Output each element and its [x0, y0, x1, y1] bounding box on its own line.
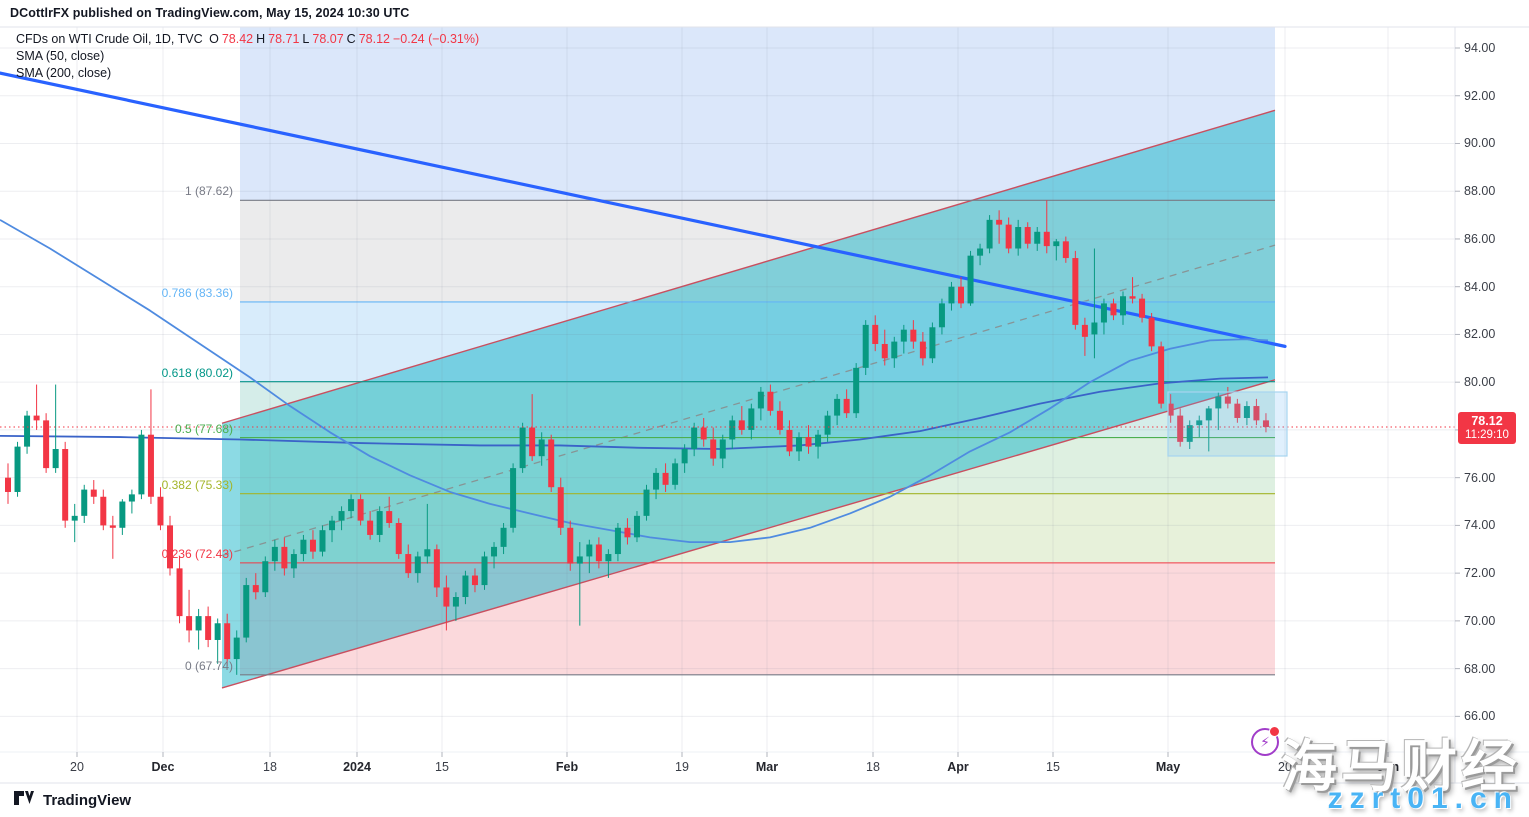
- price-axis-label: 92.00: [1464, 88, 1496, 103]
- time-axis-label: Mar: [755, 760, 779, 774]
- price-axis-label: 84.00: [1464, 279, 1496, 294]
- chart-legend[interactable]: CFDs on WTI Crude Oil, 1D, TVC O 78.42 H 78…: [16, 31, 479, 82]
- fib-level-label: 1 (87.62): [184, 184, 233, 199]
- price-axis-label: 68.00: [1464, 661, 1496, 676]
- price-axis-label: 88.00: [1464, 184, 1496, 199]
- symbol-title[interactable]: CFDs on WTI Crude Oil, 1D, TVC: [16, 32, 203, 46]
- notification-dot: [1269, 726, 1280, 737]
- price-axis-label: 74.00: [1464, 518, 1496, 533]
- fib-level-label: 0 (67.74): [184, 658, 233, 673]
- publish-attribution: DCottlrFX published on TradingView.com, …: [10, 6, 410, 20]
- time-axis-label: 18: [263, 760, 277, 774]
- change-value: −0.24 (−0.31%): [392, 32, 480, 46]
- tradingview-mark-icon: [14, 791, 34, 805]
- price-axis-label: 94.00: [1464, 41, 1496, 55]
- price-axis-label: 80.00: [1464, 375, 1496, 390]
- fib-level-label: 0.786 (83.36): [161, 285, 233, 300]
- time-axis-label: 15: [1046, 760, 1060, 774]
- last-price: 78.12: [1471, 414, 1503, 429]
- last-price-badge: 78.12 11:29:10: [1458, 412, 1516, 445]
- time-axis-label: Apr: [947, 760, 969, 774]
- boost-button[interactable]: ⚡: [1251, 726, 1280, 756]
- price-axis-label: 82.00: [1464, 327, 1496, 342]
- price-axis-label: 70.00: [1464, 613, 1496, 628]
- ohlc-values: O 78.42 H 78.71 L 78.07 C 78.12 −0.24 (−0.31%): [209, 32, 480, 46]
- time-axis-label: 18: [866, 760, 880, 774]
- price-axis-label: 76.00: [1464, 470, 1496, 485]
- fib-level-label: 0.382 (75.33): [161, 477, 233, 492]
- tradingview-logo[interactable]: TradingView: [14, 791, 131, 809]
- time-axis-label: 20: [70, 760, 84, 774]
- time-axis-label: May: [1155, 760, 1181, 774]
- price-axis-label: 90.00: [1464, 136, 1496, 151]
- price-axis-label: 86.00: [1464, 231, 1496, 246]
- symbol-row[interactable]: CFDs on WTI Crude Oil, 1D, TVC O 78.42 H 78…: [16, 31, 479, 48]
- time-axis-label: 20: [1278, 760, 1292, 774]
- countdown-timer: 11:29:10: [1465, 429, 1509, 442]
- time-axis-label: Feb: [555, 760, 579, 774]
- price-axis-label: 72.00: [1464, 566, 1496, 581]
- fib-level-label: 0.5 (77.68): [174, 421, 233, 436]
- time-axis-label: 15: [435, 760, 449, 774]
- watermark-site: zzrt01.cn: [1327, 782, 1519, 815]
- indicator-row-sma50[interactable]: SMA (50, close): [16, 49, 105, 63]
- time-axis-label: 19: [675, 760, 689, 774]
- fib-level-label: 0.236 (72.43): [161, 546, 233, 561]
- time-axis-label: 2024: [343, 760, 371, 774]
- time-axis-label: Dec: [151, 760, 175, 774]
- tradingview-logo-text: TradingView: [43, 791, 132, 809]
- indicator-row-sma200[interactable]: SMA (200, close): [16, 66, 112, 80]
- watermark-chinese: 海马财经: [1281, 735, 1521, 798]
- price-axis-label: 66.00: [1464, 709, 1496, 724]
- fib-level-label: 0.618 (80.02): [161, 365, 233, 380]
- time-axis-label: Jun: [1376, 760, 1400, 774]
